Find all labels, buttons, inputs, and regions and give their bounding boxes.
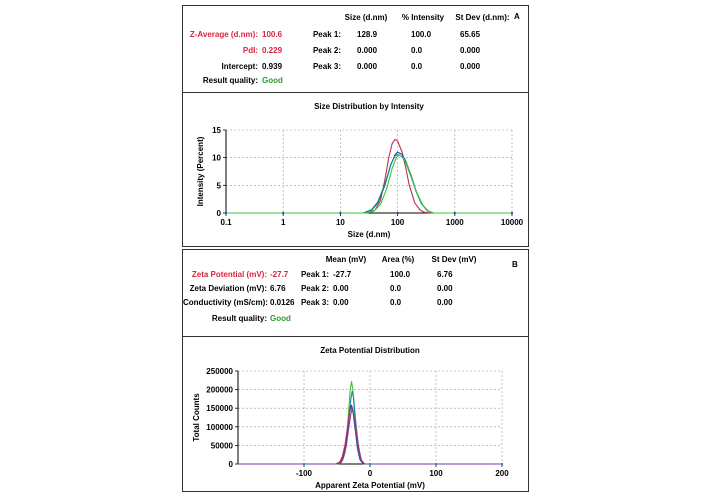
zeta-distribution-chart: Zeta Potential Distribution -100 0 100 200 0 5… (192, 346, 509, 490)
peak2-stdev-b: 0.00 (437, 284, 453, 293)
size-distribution-panel: Size Distribution by Intensity 0.1 1 10 100 1… (182, 92, 529, 247)
peak3-mean: 0.00 (333, 298, 349, 307)
peak1-label-a: Peak 1: (312, 30, 341, 39)
results-panel-b: B Mean (mV) Area (%) St Dev (mV) Zeta Po… (182, 249, 529, 338)
baseline-marker (224, 211, 228, 215)
peak3-intensity: 0.0 (411, 62, 423, 71)
y-tick-label: 200000 (206, 386, 233, 395)
series-line-4 (226, 154, 512, 214)
y-tick-label: 250000 (206, 367, 233, 376)
x-tick-label: -100 (296, 469, 313, 478)
y-axis-label: Intensity (Percent) (196, 136, 205, 206)
baseline-marker (396, 211, 399, 215)
series-line-5 (238, 408, 502, 465)
peak3-size: 0.000 (357, 62, 378, 71)
results-panel-a: A Size (d.nm) % Intensity St Dev (d.nm):… (182, 5, 529, 94)
header-mean: Mean (mV) (325, 255, 367, 264)
peak2-stdev: 0.000 (460, 46, 481, 55)
baseline-marker (368, 462, 372, 466)
header-stdev-b: St Dev (mV) (431, 255, 477, 264)
intercept-label: Intercept: (221, 62, 258, 71)
x-tick-label: 1000 (446, 218, 464, 227)
baseline-marker (339, 211, 342, 215)
quality-label-a: Result quality: (202, 76, 258, 85)
peak1-mean: -27.7 (333, 270, 352, 279)
peak3-label-a: Peak 3: (312, 62, 341, 71)
peak2-label-a: Peak 2: (312, 46, 341, 55)
peak1-area: 100.0 (390, 270, 411, 279)
y-tick-label: 0 (229, 460, 234, 469)
x-tick-label: 0 (368, 469, 373, 478)
x-tick-label: 100 (391, 218, 405, 227)
zeta-dev-label: Zeta Deviation (mV): (189, 284, 267, 293)
y-tick-label: 10 (212, 154, 221, 163)
peak1-stdev-b: 6.76 (437, 270, 453, 279)
quality-label-b: Result quality: (211, 314, 267, 323)
pdi-label: PdI: (242, 46, 258, 55)
header-intensity: % Intensity (401, 13, 445, 22)
y-tick-label: 100000 (206, 423, 233, 432)
quality-value-a: Good (262, 76, 283, 85)
panel-letter-b: B (512, 260, 518, 269)
baseline-marker (434, 462, 438, 466)
baseline-marker (282, 211, 285, 215)
x-tick-label: 10000 (501, 218, 524, 227)
x-axis-label: Apparent Zeta Potential (mV) (315, 481, 425, 490)
peak1-intensity: 100.0 (411, 30, 432, 39)
baseline-marker (510, 211, 514, 215)
y-tick-label: 15 (212, 126, 221, 135)
zeta-distribution-panel: Zeta Potential Distribution -100 0 100 200 0 5… (182, 336, 529, 492)
series-line-3 (226, 153, 512, 214)
baseline-marker (500, 462, 504, 466)
zavg-label: Z-Average (d.nm): (189, 30, 258, 39)
conductivity-value: 0.0126 (270, 298, 295, 307)
peak3-area: 0.0 (390, 298, 402, 307)
y-tick-label: 150000 (206, 404, 233, 413)
peak1-stdev: 65.65 (460, 30, 481, 39)
series-line-1 (226, 138, 512, 214)
peak3-label-b: Peak 3: (300, 298, 329, 307)
x-tick-label: 0.1 (220, 218, 232, 227)
baseline-marker (302, 462, 306, 466)
peak2-intensity: 0.0 (411, 46, 423, 55)
peak2-label-b: Peak 2: (300, 284, 329, 293)
series-line-2 (226, 151, 512, 214)
pdi-value: 0.229 (262, 46, 283, 55)
x-axis-label: Size (d.nm) (348, 230, 391, 239)
peak2-size: 0.000 (357, 46, 378, 55)
panel-letter-a: A (514, 12, 520, 21)
quality-value-b: Good (270, 314, 291, 323)
chart-title: Zeta Potential Distribution (320, 346, 420, 355)
header-size: Size (d.nm) (344, 13, 388, 22)
x-tick-label: 200 (495, 469, 509, 478)
x-tick-label: 10 (336, 218, 345, 227)
y-tick-label: 50000 (211, 441, 234, 450)
header-stdev: St Dev (d.nm): (455, 13, 510, 22)
peak3-stdev-b: 0.00 (437, 298, 453, 307)
peak1-size: 128.9 (357, 30, 378, 39)
header-area: Area (%) (381, 255, 415, 264)
y-axis-label: Total Counts (192, 393, 201, 442)
zeta-value: -27.7 (270, 270, 289, 279)
zeta-dev-value: 6.76 (270, 284, 286, 293)
peak2-mean: 0.00 (333, 284, 349, 293)
chart-title: Size Distribution by Intensity (314, 102, 424, 111)
zeta-label: Zeta Potential (mV): (191, 270, 267, 279)
x-tick-label: 1 (281, 218, 286, 227)
y-tick-label: 0 (217, 209, 222, 218)
x-tick-label: 100 (429, 469, 443, 478)
conductivity-label: Conductivity (mS/cm): (183, 298, 268, 307)
y-tick-label: 5 (217, 181, 222, 190)
zavg-value: 100.6 (262, 30, 283, 39)
peak1-label-b: Peak 1: (300, 270, 329, 279)
peak2-area: 0.0 (390, 284, 402, 293)
peak3-stdev: 0.000 (460, 62, 481, 71)
baseline-marker (453, 211, 456, 215)
intercept-value: 0.939 (262, 62, 283, 71)
